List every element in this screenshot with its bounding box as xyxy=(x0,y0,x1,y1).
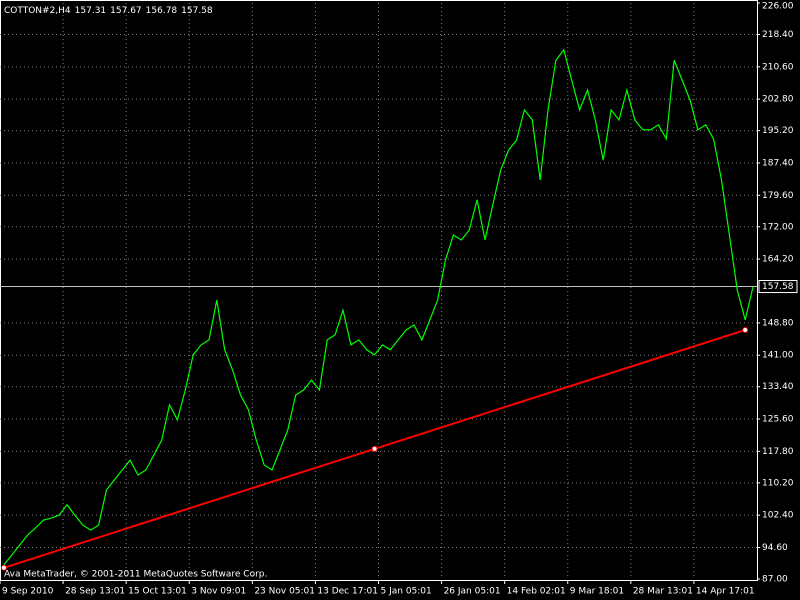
x-tick-label: 13 Dec 17:01 xyxy=(317,587,378,597)
price-line xyxy=(3,48,754,566)
y-tick-label: 148.80 xyxy=(762,318,794,328)
x-tick-label: 14 Feb 02:01 xyxy=(507,587,566,597)
y-tick-label: 133.40 xyxy=(762,382,794,392)
y-tick-label: 87.00 xyxy=(762,575,788,585)
y-tick-label: 202.80 xyxy=(762,95,794,105)
high: 157.67 xyxy=(110,6,142,16)
x-tick-label: 28 Sep 13:01 xyxy=(65,587,125,597)
trendline-handle xyxy=(742,326,749,333)
y-tick-label: 179.60 xyxy=(762,191,794,201)
marks: 157.58 xyxy=(0,48,798,571)
x-tick-label: 3 Nov 09:01 xyxy=(191,587,246,597)
y-tick-label: 226.00 xyxy=(762,2,794,12)
y-tick-label: 164.20 xyxy=(762,255,794,265)
footer: Ava MetaTrader, © 2001-2011 MetaQuotes S… xyxy=(4,570,267,580)
y-tick-label: 195.20 xyxy=(762,126,794,136)
y-tick-label: 110.20 xyxy=(762,478,794,488)
x-tick-label: 15 Oct 13:01 xyxy=(128,587,187,597)
current-price-label: 157.58 xyxy=(762,282,794,292)
trendline-handle xyxy=(0,564,7,571)
y-tick-label: 172.00 xyxy=(762,222,794,232)
x-tick-label: 5 Jan 05:01 xyxy=(381,587,432,597)
current-price-box xyxy=(758,280,798,294)
x-tick-label: 14 Apr 17:01 xyxy=(696,587,755,597)
x-tick-label: 26 Jan 05:01 xyxy=(444,587,501,597)
x-tick-label: 9 Sep 2010 xyxy=(2,587,54,597)
x-tick-label: 9 Mar 18:01 xyxy=(570,587,624,597)
y-tick-label: 102.40 xyxy=(762,511,794,521)
y-tick-label: 218.40 xyxy=(762,30,794,40)
y-tick-label: 187.40 xyxy=(762,158,794,168)
symbol: COTTON#2,H4 xyxy=(4,6,71,16)
y-tick-label: 125.60 xyxy=(762,415,794,425)
close: 157.58 xyxy=(181,6,213,16)
low: 156.78 xyxy=(146,6,178,16)
y-tick-label: 141.00 xyxy=(762,351,794,361)
chart-header: COTTON#2,H4 157.31 157.67 156.78 157.58 xyxy=(4,6,213,16)
y-tick-label: 94.60 xyxy=(762,543,788,553)
trendline-handle xyxy=(371,445,378,452)
x-tick-label: 28 Mar 13:01 xyxy=(633,587,693,597)
y-tick-label: 210.60 xyxy=(762,62,794,72)
y-tick-label: 117.80 xyxy=(762,447,794,457)
x-tick-label: 23 Nov 05:01 xyxy=(254,587,315,597)
open: 157.31 xyxy=(75,6,107,16)
